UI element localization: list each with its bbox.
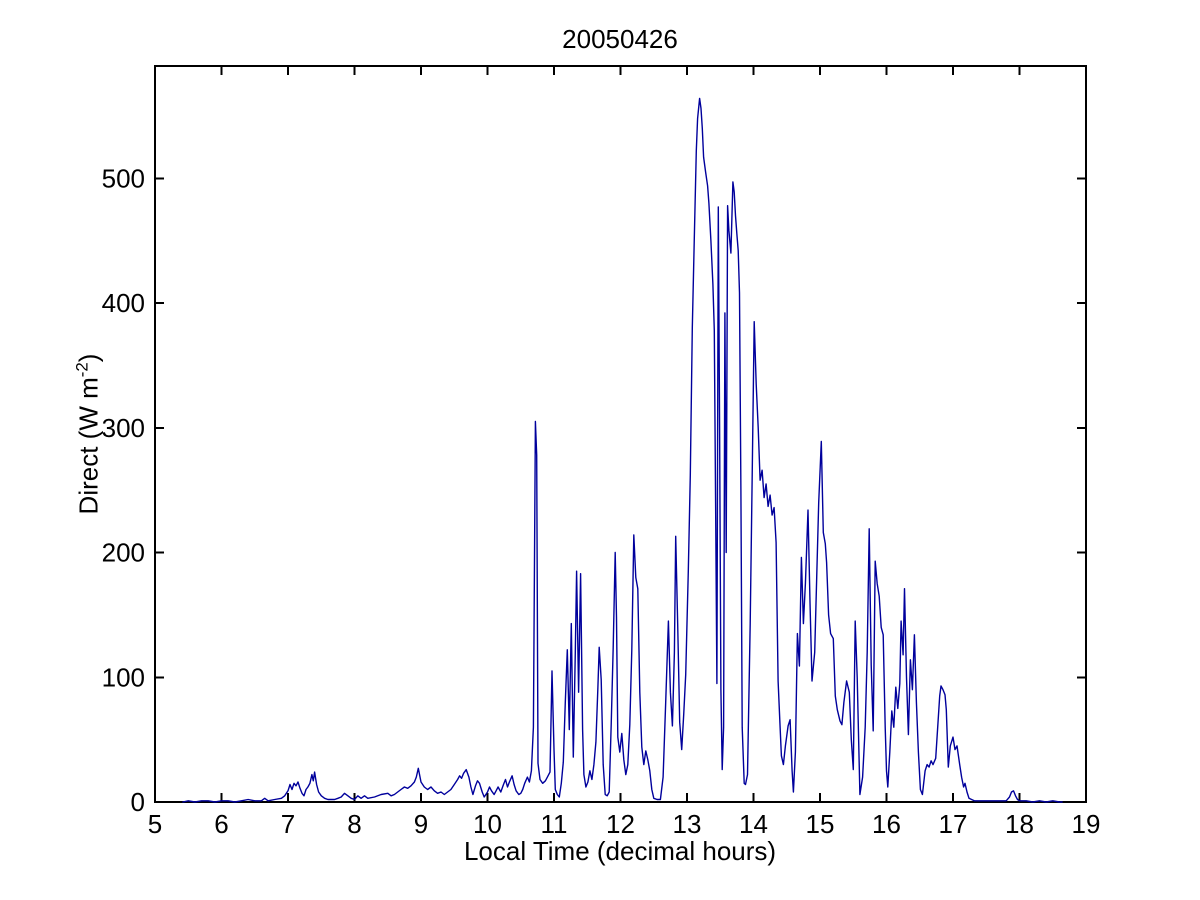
y-axis-label: Direct (W m-2): [72, 353, 104, 515]
y-axis-label-superscript: -2: [72, 362, 92, 378]
x-tick-label: 12: [606, 809, 635, 839]
x-tick-label: 16: [872, 809, 901, 839]
y-tick-label: 0: [131, 787, 145, 817]
y-tick-label: 300: [102, 413, 145, 443]
x-tick-label: 6: [214, 809, 228, 839]
x-tick-label: 19: [1072, 809, 1101, 839]
x-tick-label: 5: [148, 809, 162, 839]
x-tick-label: 11: [541, 809, 568, 839]
x-tick-label: 14: [739, 809, 768, 839]
y-tick-label: 500: [102, 163, 145, 193]
x-axis-label: Local Time (decimal hours): [463, 836, 777, 866]
y-tick-label: 100: [102, 662, 145, 692]
data-line: [182, 97, 1063, 803]
y-tick-label: 200: [102, 538, 145, 568]
x-tick-label: 17: [939, 809, 968, 839]
x-tick-label: 13: [673, 809, 702, 839]
y-tick-label: 400: [102, 288, 145, 318]
x-tick-label: 15: [806, 809, 835, 839]
x-tick-label: 18: [1005, 809, 1034, 839]
axes-box: [154, 65, 1087, 803]
chart-title: 20050426: [562, 24, 678, 54]
x-tick-label: 10: [473, 809, 502, 839]
x-tick-label: 9: [414, 809, 428, 839]
y-axis-label-prefix: Direct (W m: [73, 377, 104, 515]
x-tick-label: 8: [347, 809, 361, 839]
y-axis-label-suffix: ): [73, 353, 104, 363]
x-tick-label: 7: [281, 809, 295, 839]
